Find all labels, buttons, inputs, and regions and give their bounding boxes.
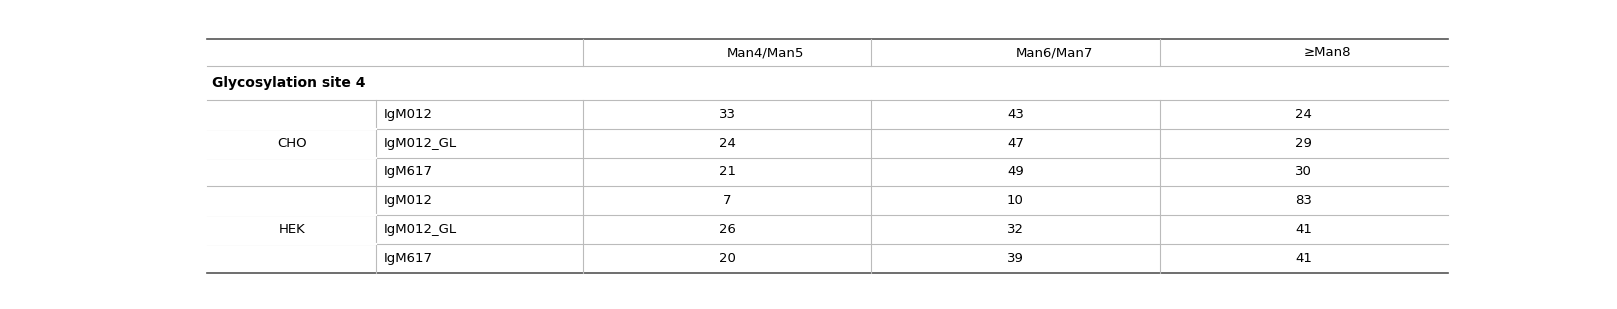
Text: 10: 10	[1007, 194, 1024, 207]
Text: 24: 24	[720, 137, 736, 150]
Text: 20: 20	[720, 252, 736, 265]
Text: 29: 29	[1295, 137, 1311, 150]
Text: IgM012: IgM012	[383, 108, 433, 121]
Text: HEK: HEK	[278, 223, 306, 236]
Text: 32: 32	[1007, 223, 1024, 236]
Text: 30: 30	[1295, 166, 1311, 179]
Text: 49: 49	[1007, 166, 1024, 179]
Text: 24: 24	[1295, 108, 1311, 121]
Text: IgM012_GL: IgM012_GL	[383, 137, 458, 150]
Text: CHO: CHO	[277, 137, 307, 150]
Text: 83: 83	[1295, 194, 1311, 207]
Text: 39: 39	[1007, 252, 1024, 265]
Text: IgM012: IgM012	[383, 194, 433, 207]
Text: 21: 21	[718, 166, 736, 179]
Text: 43: 43	[1007, 108, 1024, 121]
Text: 33: 33	[718, 108, 736, 121]
Text: 26: 26	[720, 223, 736, 236]
Text: Glycosylation site 4: Glycosylation site 4	[212, 76, 365, 90]
Text: Man4/Man5: Man4/Man5	[728, 46, 805, 59]
Text: ≥Man8: ≥Man8	[1303, 46, 1352, 59]
Text: 7: 7	[723, 194, 731, 207]
Text: IgM012_GL: IgM012_GL	[383, 223, 458, 236]
Text: 41: 41	[1295, 252, 1311, 265]
Text: 47: 47	[1007, 137, 1024, 150]
Text: 41: 41	[1295, 223, 1311, 236]
Text: IgM617: IgM617	[383, 166, 433, 179]
Text: Man6/Man7: Man6/Man7	[1015, 46, 1093, 59]
Text: IgM617: IgM617	[383, 252, 433, 265]
